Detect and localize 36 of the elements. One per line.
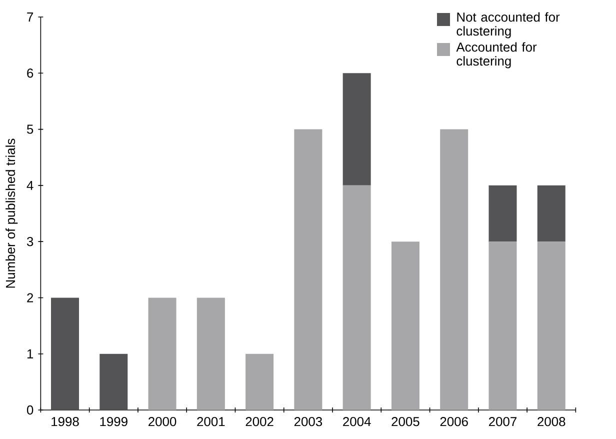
y-tick-label: 7 (27, 12, 34, 22)
bar (51, 298, 79, 410)
bar (488, 242, 517, 410)
y-tick-label: 1 (27, 349, 34, 358)
bar (196, 298, 225, 410)
bar (537, 242, 566, 410)
x-tick-label: 2004 (343, 417, 371, 426)
x-tick-label: 2007 (488, 417, 516, 426)
bar (440, 129, 468, 410)
bar (488, 185, 517, 242)
bar (342, 185, 371, 410)
y-tick-label: 2 (27, 293, 34, 302)
x-tick-label: 2005 (392, 417, 420, 426)
x-tick-label: 2008 (538, 417, 566, 426)
x-tick-label: 2002 (246, 417, 274, 426)
bar (391, 242, 420, 410)
bar (294, 129, 322, 410)
legend-label: Not accounted for clustering (456, 12, 560, 38)
bar (537, 185, 566, 242)
y-tick-label: 6 (27, 68, 34, 78)
x-tick-label: 2001 (197, 417, 225, 426)
bar (100, 354, 128, 410)
bar (148, 298, 176, 410)
x-tick-label: 1998 (52, 417, 79, 426)
y-tick-label: 5 (26, 124, 34, 134)
y-tick-label: 3 (26, 236, 34, 246)
x-tick-label: 2000 (148, 417, 176, 426)
x-tick-label: 2006 (440, 417, 468, 426)
bar (342, 73, 371, 186)
x-tick-label: 2003 (294, 417, 322, 426)
y-tick-label: 4 (26, 180, 34, 190)
legend-label: Accounted for clustering (456, 42, 537, 68)
x-tick-label: 1999 (100, 417, 128, 426)
y-tick-label: 0 (26, 405, 34, 415)
y-axis-title: Number of published trials (6, 138, 18, 288)
bar (246, 354, 274, 410)
